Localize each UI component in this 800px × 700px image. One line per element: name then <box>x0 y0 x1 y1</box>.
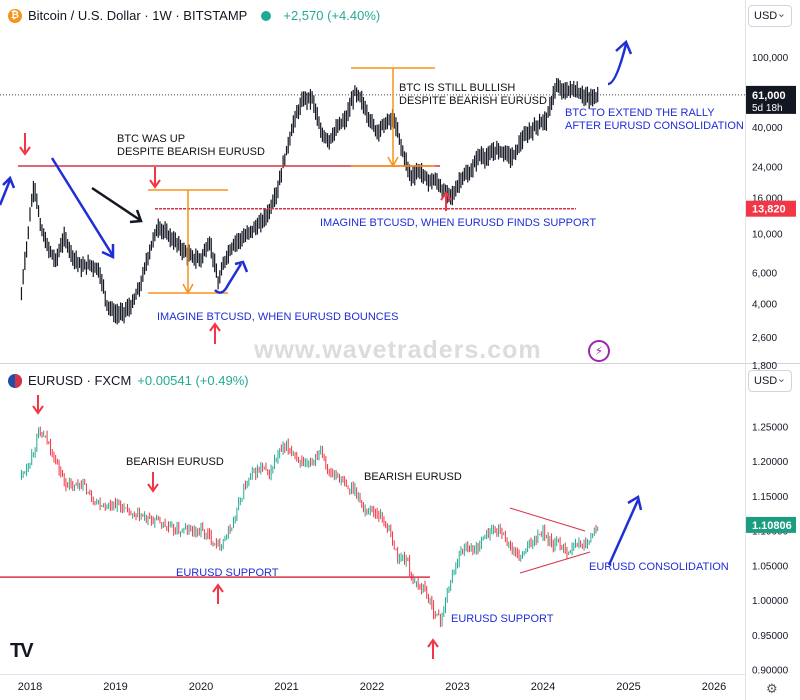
btc-y-tick-label: 4,000 <box>752 300 777 311</box>
btc-countdown-label: 5d 18h <box>752 103 783 114</box>
x-tick-label: 2024 <box>531 681 555 693</box>
bitcoin-icon: ₿ <box>8 8 22 23</box>
eurusd-y-tick-label: 1.25000 <box>752 422 789 433</box>
eurusd-last-price-badge <box>746 516 796 533</box>
eurusd-triangle-top <box>509 507 586 532</box>
btc-change: +2,570 (+4.40%) <box>283 8 381 23</box>
annotation-line: DESPITE BEARISH EURUSD <box>117 146 265 158</box>
x-tick-label: 2023 <box>445 681 469 693</box>
blue-arrow-down <box>50 157 115 257</box>
annotation-line: BTC TO EXTEND THE RALLY <box>565 107 715 119</box>
blue-arrow-up-eur <box>607 499 640 566</box>
eurusd-currency-select[interactable]: USD <box>748 370 792 392</box>
annotation-imagine-bounce: IMAGINE BTCUSD, WHEN EURUSD BOUNCES <box>157 311 399 323</box>
annotation-bearish-eurusd-1: BEARISH EURUSD <box>126 456 224 468</box>
eurusd-y-tick-label: 0.95000 <box>752 631 789 642</box>
eurusd-y-tick-label: 1.15000 <box>752 492 789 503</box>
annotation-drawings <box>0 39 643 659</box>
btc-y-tick-label: 1,800 <box>752 361 777 372</box>
x-tick-label: 2025 <box>616 681 640 693</box>
btc-last-price-label: 61,000 <box>752 90 786 102</box>
red-arrow-up-head <box>212 583 224 593</box>
blue-arrow-down-head <box>101 244 115 259</box>
eurusd-y-tick-label: 1.20000 <box>752 457 789 468</box>
btc-y-tick-label: 2,600 <box>752 333 777 344</box>
annotation-line: BTC WAS UP <box>117 133 186 145</box>
red-arrow-down-head <box>19 146 31 156</box>
annotation-eurusd-support-2: EURUSD SUPPORT <box>451 613 554 625</box>
btc-price-series <box>20 78 599 325</box>
blue-arrow-up-btc <box>607 43 628 86</box>
btc-chart-header: ₿ Bitcoin / U.S. Dollar · 1W · BITSTAMP … <box>8 8 380 23</box>
blue-arrow-left-head <box>2 175 16 189</box>
btc-y-tick-label: 100,000 <box>752 53 789 64</box>
red-arrow-down-head <box>149 179 161 189</box>
market-open-icon <box>261 10 272 21</box>
btc-currency-select[interactable]: USD <box>748 5 792 27</box>
eu-us-flag-icon <box>8 373 22 388</box>
annotation-eurusd-support-1: EURUSD SUPPORT <box>176 567 279 579</box>
btc-y-tick-label: 16,000 <box>752 193 783 204</box>
blue-arrow-left <box>0 179 12 206</box>
annotation-btc-still-bullish: BTC IS STILL BULLISH DESPITE BEARISH EUR… <box>399 82 547 108</box>
red-arrow-down-head <box>147 483 159 493</box>
eurusd-y-tick-label: 1.00000 <box>752 596 789 607</box>
gear-icon[interactable]: ⚙ <box>766 681 778 696</box>
watermark: www.wavetraders.com <box>254 336 542 364</box>
annotation-bearish-eurusd-2: BEARISH EURUSD <box>364 471 462 483</box>
annotation-line: DESPITE BEARISH EURUSD <box>399 95 547 107</box>
blue-arrow-up-eur-head <box>627 495 643 511</box>
annotation-line: BTC IS STILL BULLISH <box>399 82 516 94</box>
red-arrow-up-head <box>427 638 439 648</box>
x-tick-label: 2020 <box>189 681 213 693</box>
btc-y-tick-label: 10,000 <box>752 230 783 241</box>
x-tick-label: 2026 <box>702 681 726 693</box>
x-tick-label: 2022 <box>360 681 384 693</box>
x-tick-label: 2018 <box>18 681 42 693</box>
btc-y-tick-label: 40,000 <box>752 123 783 134</box>
btc-y-tick-label: 24,000 <box>752 162 783 173</box>
blue-arrow-up-btc-head <box>615 39 633 55</box>
tradingview-logo: TV <box>10 640 34 662</box>
annotation-imagine-support: IMAGINE BTCUSD, WHEN EURUSD FINDS SUPPOR… <box>320 217 597 229</box>
blue-arrow-bounce <box>214 263 243 294</box>
annotation-btc-was-up: BTC WAS UP DESPITE BEARISH EURUSD <box>117 133 265 159</box>
btc-level-label: 13,820 <box>752 204 786 216</box>
eurusd-price-series <box>20 426 599 628</box>
orange-measure-1-head <box>182 283 194 295</box>
eurusd-last-price-label: 1.10806 <box>752 520 792 532</box>
x-tick-label: 2019 <box>103 681 127 693</box>
btc-level-badge <box>746 200 796 217</box>
eurusd-y-tick-label: 0.90000 <box>752 666 789 677</box>
red-arrow-down-head <box>32 405 44 415</box>
annotation-line: AFTER EURUSD CONSOLIDATION <box>565 120 744 132</box>
red-arrow-up-head <box>209 322 221 332</box>
eurusd-chart-header: EURUSD · FXCM +0.00541 (+0.49%) <box>8 373 249 388</box>
btc-chart-title: Bitcoin / U.S. Dollar · 1W · BITSTAMP <box>28 8 248 23</box>
eurusd-y-tick-label: 1.05000 <box>752 561 789 572</box>
eurusd-chart-title: EURUSD · FXCM <box>28 373 132 388</box>
blue-arrow-bounce-head <box>234 260 249 273</box>
btc-last-price-badge <box>746 85 796 114</box>
btc-y-tick-label: 6,000 <box>752 269 777 280</box>
black-arrow <box>91 186 141 222</box>
lightning-icon[interactable]: ⚡ <box>588 340 610 362</box>
orange-measure-2-head <box>387 156 399 168</box>
eurusd-change: +0.00541 (+0.49%) <box>137 373 249 388</box>
annotation-eurusd-consolidation: EURUSD CONSOLIDATION <box>589 561 729 573</box>
x-tick-label: 2021 <box>274 681 298 693</box>
black-arrow-head <box>129 209 143 224</box>
eurusd-triangle-bottom <box>519 551 591 574</box>
annotation-btc-extend: BTC TO EXTEND THE RALLY AFTER EURUSD CON… <box>565 107 744 133</box>
red-arrow-up-head <box>440 191 452 201</box>
